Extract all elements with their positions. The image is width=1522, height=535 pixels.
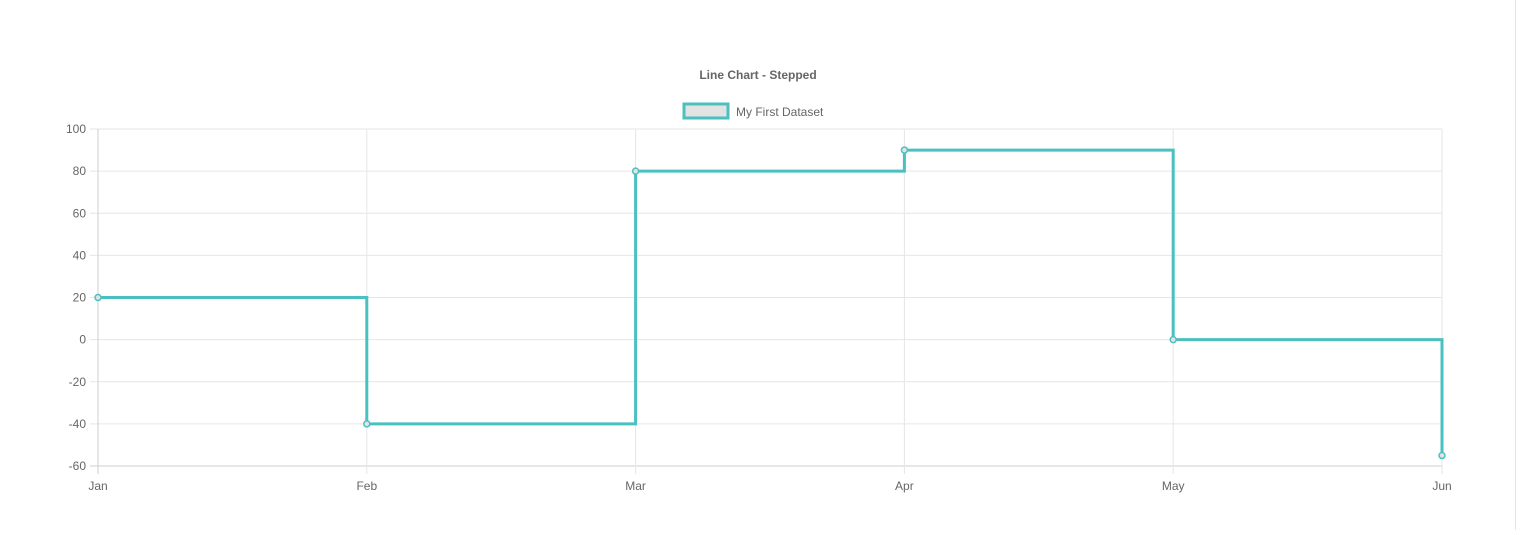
x-axis-ticks: Jan Feb Mar Apr May Jun xyxy=(88,479,1451,493)
x-tick-label: May xyxy=(1162,479,1185,493)
legend[interactable]: My First Dataset xyxy=(682,102,824,120)
y-tick-label: 0 xyxy=(79,333,86,347)
y-tick-label: 60 xyxy=(73,206,87,220)
y-axis-ticks: 100 80 60 40 20 0 -20 -40 -60 xyxy=(66,122,86,473)
x-gridlines xyxy=(97,129,1443,474)
y-tick-label: 40 xyxy=(73,248,87,262)
data-point xyxy=(900,146,909,154)
x-tick-label: Apr xyxy=(895,479,914,493)
y-tick-label: 100 xyxy=(66,122,86,136)
legend-swatch[interactable] xyxy=(682,102,730,120)
y-tick-label: -20 xyxy=(69,375,87,389)
chart-title: Line Chart - Stepped xyxy=(699,68,816,82)
data-point xyxy=(1438,451,1446,460)
x-tick-label: Feb xyxy=(356,479,377,493)
x-tick-label: Mar xyxy=(625,479,646,493)
x-tick-label: Jan xyxy=(88,479,107,493)
y-tick-label: -40 xyxy=(69,417,87,431)
series-line xyxy=(98,148,1444,456)
y-tick-label: 20 xyxy=(73,291,87,305)
data-point xyxy=(1169,335,1177,344)
data-point xyxy=(631,167,640,175)
x-tick-label: Jun xyxy=(1432,479,1451,493)
y-tick-label: -60 xyxy=(69,459,87,473)
legend-label[interactable]: My First Dataset xyxy=(736,105,824,119)
scrollbar[interactable] xyxy=(1515,0,1516,530)
data-point xyxy=(94,293,102,302)
data-point xyxy=(363,420,371,428)
y-tick-label: 80 xyxy=(73,164,87,178)
series-layer xyxy=(94,146,1446,460)
